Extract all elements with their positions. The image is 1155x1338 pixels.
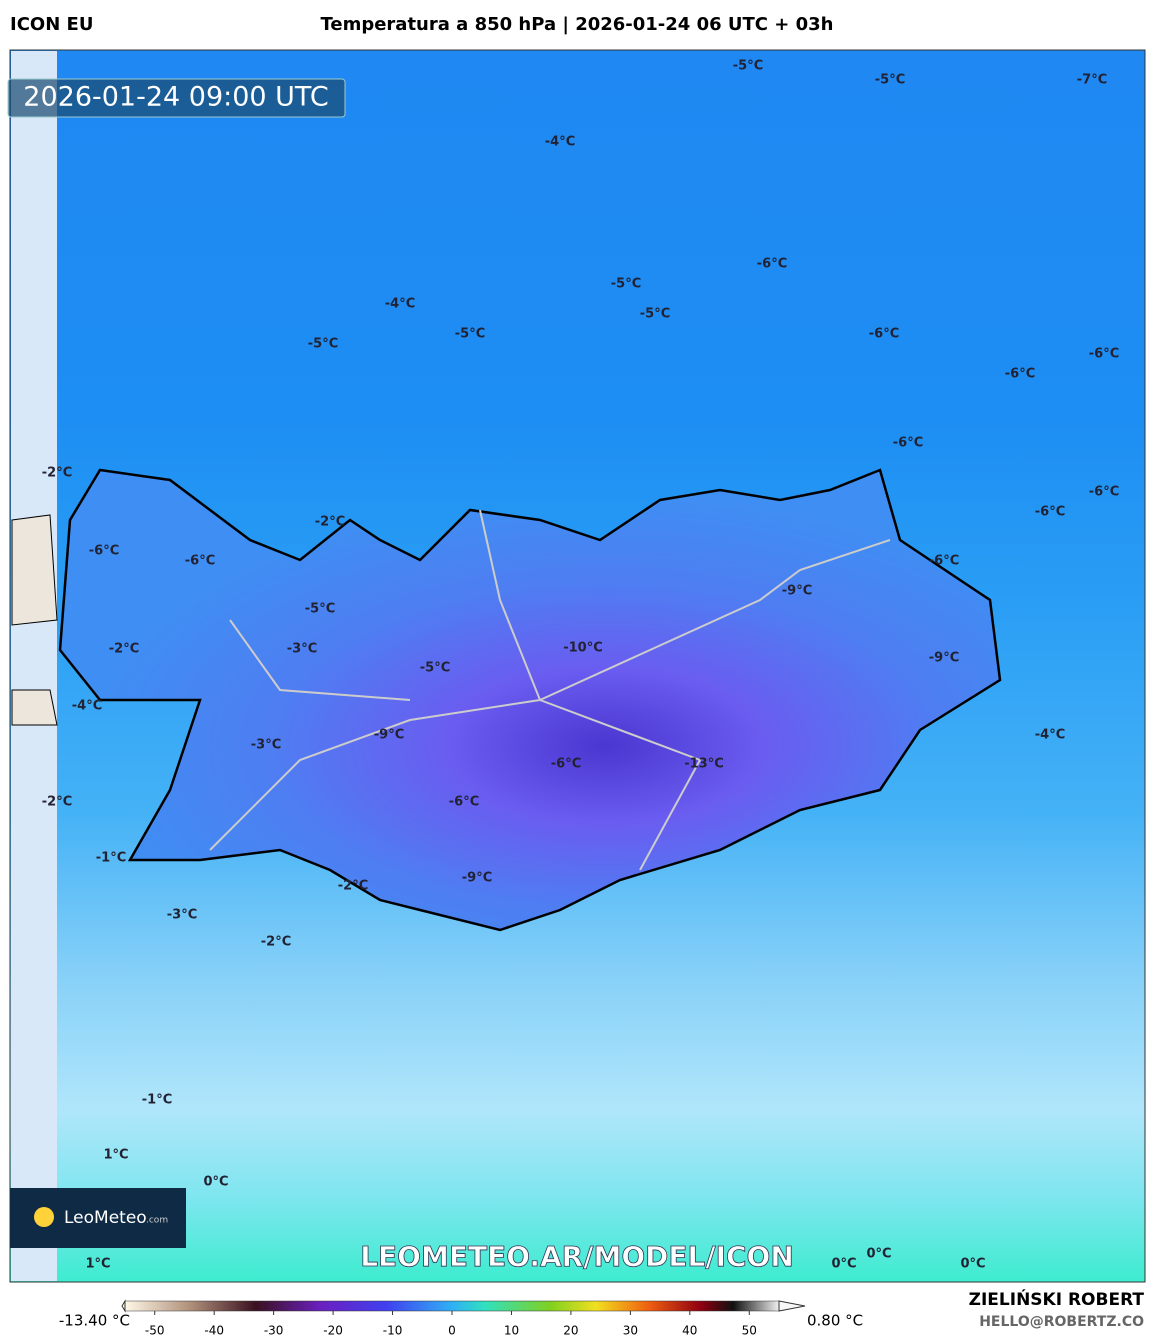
contour-label: -5°C — [875, 73, 905, 88]
colorbar-high-end — [778, 1300, 806, 1312]
contour-label: -2°C — [315, 515, 345, 530]
colorbar-tick-label: 50 — [742, 1324, 757, 1338]
timestamp-box — [7, 78, 346, 118]
contour-label: -9°C — [929, 651, 959, 666]
colorbar-tick-label: -10 — [383, 1324, 403, 1338]
watermark: LEOMETEO.AR/MODEL/ICON — [360, 1240, 794, 1273]
email: HELLO@ROBERTZ.CO — [979, 1314, 1144, 1330]
contour-label: -5°C — [611, 277, 641, 292]
contour-label: -10°C — [563, 641, 603, 656]
contour-label: 0°C — [203, 1175, 228, 1190]
contour-label: 0°C — [831, 1257, 856, 1272]
logo-suffix: .com — [146, 1216, 168, 1226]
contour-label: -7°C — [1077, 73, 1107, 88]
contour-label: -6°C — [185, 554, 215, 569]
greenland — [11, 514, 58, 726]
colorbar-low-end — [121, 1299, 126, 1313]
contour-label: -2°C — [338, 879, 368, 894]
contour-label: 1°C — [85, 1257, 110, 1272]
contour-label: -2°C — [42, 795, 72, 810]
roads — [209, 509, 891, 871]
title: Temperatura a 850 hPa | 2026-01-24 06 UT… — [320, 14, 833, 35]
contour-label: -6°C — [893, 436, 923, 451]
colorbar-max: 0.80 °C — [807, 1312, 863, 1330]
contour-label: -3°C — [287, 642, 317, 657]
contour-label: -6°C — [449, 795, 479, 810]
colorbar-tick-label: 30 — [623, 1324, 638, 1338]
timestamp: 2026-01-24 09:00 UTC — [23, 82, 328, 113]
contour-label: -2°C — [109, 642, 139, 657]
contour-label: -6°C — [869, 327, 899, 342]
author: ZIELIŃSKI ROBERT — [969, 1288, 1145, 1310]
colorbar — [124, 1300, 780, 1312]
contour-label: 0°C — [866, 1247, 891, 1262]
colorbar-tick-label: -40 — [204, 1324, 224, 1338]
contour-label: -6°C — [1035, 505, 1065, 520]
contour-label: -4°C — [1035, 728, 1065, 743]
iceland — [58, 468, 1002, 932]
contour-label: -5°C — [455, 327, 485, 342]
contour-label: -6°C — [1005, 367, 1035, 382]
contour-label: -4°C — [385, 297, 415, 312]
contour-label: -3°C — [251, 738, 281, 753]
contour-label: -13°C — [684, 757, 724, 772]
colorbar-tick-label: 0 — [448, 1324, 456, 1338]
contour-label: -6°C — [551, 757, 581, 772]
contour-label: -5°C — [305, 602, 335, 617]
contour-label: -1°C — [96, 851, 126, 866]
logo-sun — [34, 1207, 54, 1227]
contour-label: -5°C — [733, 59, 763, 74]
contour-label: -5°C — [640, 307, 670, 322]
contour-label: -9°C — [462, 871, 492, 886]
contour-label: -4°C — [72, 699, 102, 714]
colorbar-tick-label: 20 — [563, 1324, 578, 1338]
contour-label: -6°C — [89, 544, 119, 559]
contour-label: -3°C — [167, 908, 197, 923]
contour-label: -1°C — [142, 1093, 172, 1108]
contour-label: 0°C — [960, 1257, 985, 1272]
logo-name: LeoMeteo — [64, 1208, 147, 1228]
colorbar-tick-label: -50 — [145, 1324, 165, 1338]
contour-label: -9°C — [782, 584, 812, 599]
colorbar-tick-label: -30 — [264, 1324, 284, 1338]
contour-label: -4°C — [545, 135, 575, 150]
contour-label: -9°C — [374, 728, 404, 743]
contour-label: -5°C — [420, 661, 450, 676]
contour-label: -6°C — [1089, 347, 1119, 362]
colorbar-tick-label: 10 — [504, 1324, 519, 1338]
contour-label: -6°C — [929, 554, 959, 569]
contour-label: -6°C — [1089, 485, 1119, 500]
contour-label: -6°C — [757, 257, 787, 272]
contour-label: -2°C — [261, 935, 291, 950]
contour-label: 1°C — [103, 1148, 128, 1163]
colorbar-tick-label: -20 — [323, 1324, 343, 1338]
model-name: ICON EU — [10, 14, 93, 35]
colorbar-tick-label: 40 — [682, 1324, 697, 1338]
map-edge — [11, 51, 57, 1281]
colorbar-min: -13.40 °C — [59, 1312, 130, 1330]
contour-label: -2°C — [42, 466, 72, 481]
contour-label: -5°C — [308, 337, 338, 352]
